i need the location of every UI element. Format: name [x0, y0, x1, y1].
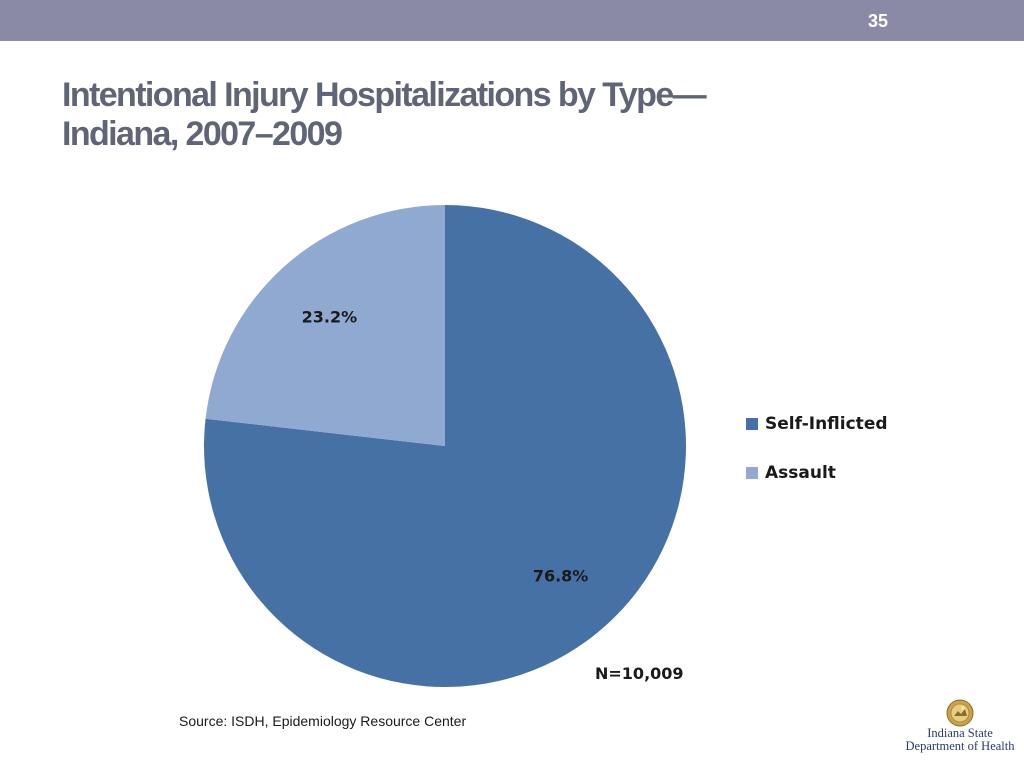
legend-label-assault: Assault: [765, 463, 836, 483]
legend-item-self-inflicted: Self-Inflicted: [746, 412, 888, 436]
pie-slices: [203, 205, 686, 687]
slide-title-line-1: Intentional Injury Hospitalizations by T…: [62, 76, 707, 114]
slide-title-line-2: Indiana, 2007–2009: [62, 115, 343, 153]
legend-item-assault: Assault: [746, 461, 888, 485]
isdh-logo: Indiana State Department of Health: [904, 699, 1016, 759]
slide-number: 35: [867, 11, 888, 31]
logo-wordmark: Indiana State Department of Health: [904, 727, 1016, 753]
pie-label-self-inflicted: 76.8%: [533, 566, 589, 585]
logo-text-line-1: Indiana State: [927, 726, 993, 740]
chart-legend: Self-Inflicted Assault: [746, 412, 888, 510]
legend-swatch-assault: [746, 467, 758, 479]
sample-size-note: N=10,009: [595, 664, 684, 683]
pie-data-labels: 76.8% 23.2%: [302, 308, 589, 586]
logo-text-line-2: Department of Health: [905, 739, 1015, 753]
source-note: Source: ISDH, Epidemiology Resource Cent…: [179, 713, 467, 729]
legend-swatch-self-inflicted: [746, 418, 758, 430]
legend-label-self-inflicted: Self-Inflicted: [765, 414, 888, 434]
pie-label-assault: 23.2%: [302, 308, 358, 327]
pie-slice-assault: [205, 205, 445, 446]
slide-title: Intentional Injury Hospitalizations by T…: [62, 76, 842, 154]
top-bar: 35: [0, 0, 1024, 41]
state-seal-icon: [946, 699, 974, 727]
